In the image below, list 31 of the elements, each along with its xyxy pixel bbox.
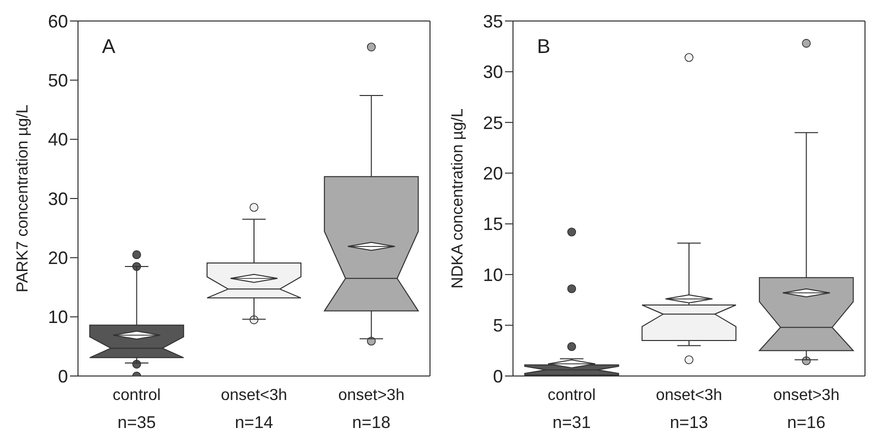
text: n=16 bbox=[787, 413, 826, 432]
y-tick-label: 50 bbox=[48, 70, 68, 91]
y-tick-label: 40 bbox=[48, 130, 68, 150]
text: n=13 bbox=[670, 413, 708, 432]
x-tick-label: control bbox=[112, 387, 161, 404]
text: n=18 bbox=[352, 413, 390, 432]
text: n=14 bbox=[234, 413, 274, 432]
y-tick-label: 15 bbox=[482, 214, 503, 234]
y-tick-label: 20 bbox=[48, 248, 68, 268]
text: n=35 bbox=[118, 413, 156, 432]
y-tick-label: 10 bbox=[48, 307, 68, 328]
x-tick-label: control bbox=[548, 387, 596, 404]
x-tick-label: onset>3h bbox=[773, 387, 840, 404]
y-tick-label: 30 bbox=[482, 62, 503, 82]
y-tick-label: 20 bbox=[482, 164, 503, 184]
x-tick-label: onset<3h bbox=[220, 387, 288, 404]
y-tick-label: 60 bbox=[48, 11, 68, 32]
text: A bbox=[102, 36, 116, 59]
y-tick-label: 25 bbox=[482, 112, 503, 133]
y-axis-title: NDKA concentration µg/L bbox=[450, 108, 467, 288]
y-axis-title: PARK7 concentration µg/L bbox=[14, 104, 32, 292]
y-tick-label: 5 bbox=[492, 316, 503, 336]
y-tick-label: 30 bbox=[48, 188, 68, 209]
y-tick-label: 0 bbox=[492, 366, 503, 386]
text: B bbox=[537, 36, 550, 59]
x-tick-label: onset<3h bbox=[656, 387, 722, 404]
x-tick-label: onset>3h bbox=[338, 387, 404, 404]
y-tick-label: 10 bbox=[482, 264, 503, 285]
y-tick-label: 35 bbox=[482, 11, 503, 32]
y-tick-label: 0 bbox=[58, 366, 68, 386]
text: n=31 bbox=[552, 413, 591, 432]
